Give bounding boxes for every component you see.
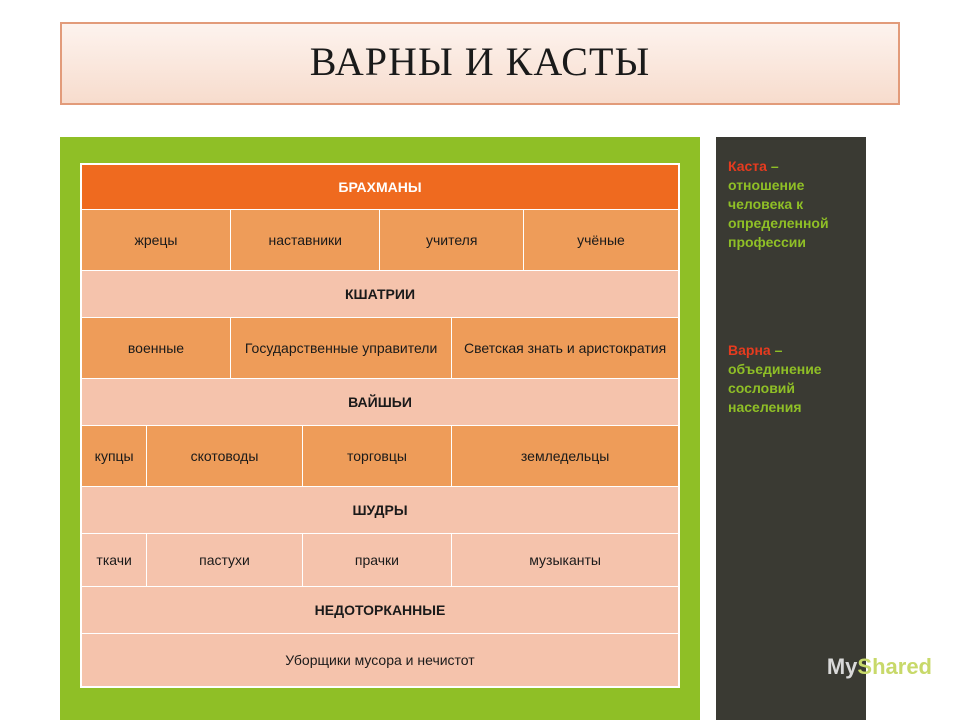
cell: военные <box>81 318 230 379</box>
group-header: НЕДОТОРКАННЫЕ <box>81 587 679 634</box>
cell: купцы <box>81 426 147 487</box>
watermark-pre: My <box>827 654 858 679</box>
cell: музыканты <box>452 534 679 587</box>
cell: земледельцы <box>452 426 679 487</box>
varna-block: Варна – объединение сословий населения <box>728 341 854 417</box>
cell: Уборщики мусора и нечистот <box>81 634 679 688</box>
watermark-accent: Shared <box>857 654 932 679</box>
cell: торговцы <box>302 426 451 487</box>
varna-term: Варна <box>728 342 771 358</box>
side-panel: Каста – отношение человека к определенно… <box>716 137 866 720</box>
cell: Государственные управители <box>230 318 451 379</box>
group-header: ШУДРЫ <box>81 487 679 534</box>
kasta-term: Каста <box>728 158 767 174</box>
cell: наставники <box>230 210 379 271</box>
page-title: ВАРНЫ И КАСТЫ <box>60 22 900 105</box>
table-panel: БРАХМАНЫ жрецы наставники учителя учёные… <box>60 137 700 720</box>
cell: ткачи <box>81 534 147 587</box>
cell: учителя <box>380 210 524 271</box>
watermark: MyShared <box>827 654 932 680</box>
cell: учёные <box>523 210 679 271</box>
cell: прачки <box>302 534 451 587</box>
cell: скотоводы <box>147 426 302 487</box>
cell: жрецы <box>81 210 230 271</box>
varna-table: БРАХМАНЫ жрецы наставники учителя учёные… <box>80 163 680 688</box>
group-header: БРАХМАНЫ <box>81 164 679 210</box>
cell: Светская знать и аристократия <box>452 318 679 379</box>
group-header: КШАТРИИ <box>81 271 679 318</box>
cell: пастухи <box>147 534 302 587</box>
group-header: ВАЙШЬИ <box>81 379 679 426</box>
content-row: БРАХМАНЫ жрецы наставники учителя учёные… <box>60 137 900 720</box>
kasta-block: Каста – отношение человека к определенно… <box>728 157 854 251</box>
